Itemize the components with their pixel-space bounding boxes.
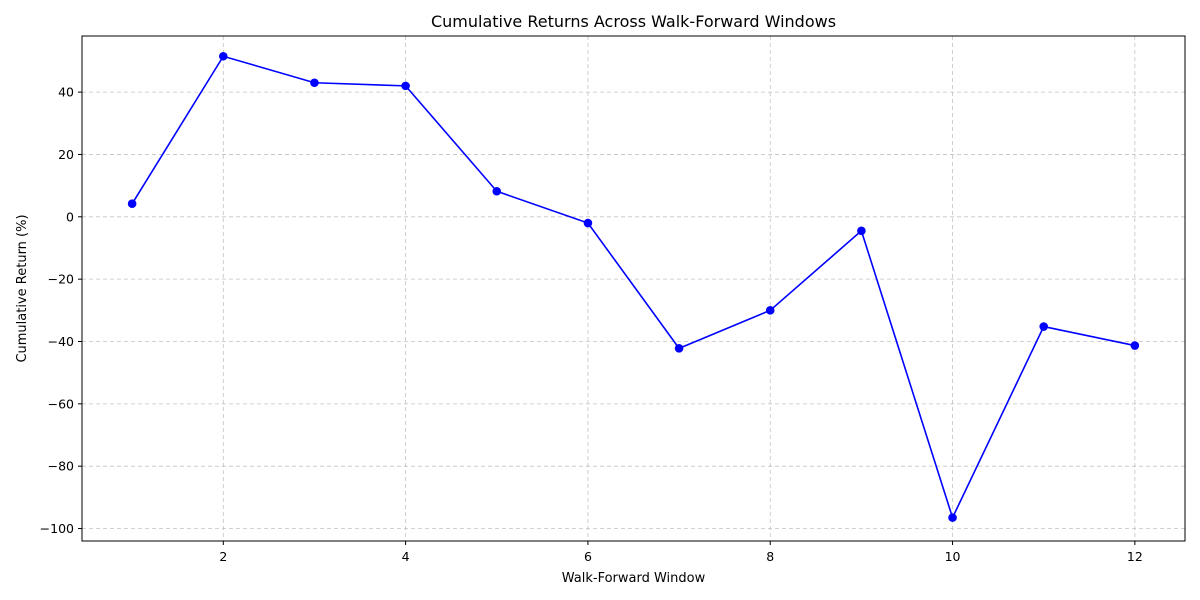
y-tick-label: −40 [48,334,74,349]
data-point [127,199,137,209]
y-axis-label: Cumulative Return (%) [15,214,30,362]
x-tick-label: 6 [584,549,592,564]
chart-title: Cumulative Returns Across Walk-Forward W… [431,12,836,31]
series-line [131,55,1136,520]
data-point [674,344,684,353]
y-tick-label: −100 [40,521,74,536]
data-point [1130,341,1140,350]
y-tick-label: 0 [66,209,74,224]
x-axis-label: Walk-Forward Window [562,571,706,586]
grid-lines [82,36,1185,541]
data-point [948,513,957,522]
data-point [492,186,502,196]
series-layer [127,51,1140,522]
y-tick-label: 20 [58,147,74,162]
y-tick-label: 40 [58,85,74,100]
x-tick-label: 4 [402,549,410,564]
x-tick-label: 2 [219,549,227,564]
y-tick-label: −60 [48,396,74,411]
data-point [857,226,866,236]
data-point [583,218,593,228]
data-point [218,51,228,61]
tick-layer: 2 4 6 8 10 12 −100 −80 −60 −40 −20 0 20 40 [40,85,1143,564]
data-point [765,306,775,315]
data-point [310,78,319,88]
y-tick-label: −20 [48,272,74,287]
plot-frame [81,35,1186,542]
x-tick-label: 10 [945,549,961,564]
x-tick-label: 12 [1127,549,1143,564]
data-point [401,81,410,91]
data-point [1039,322,1049,331]
y-tick-label: −80 [48,459,74,474]
x-tick-label: 8 [766,549,774,564]
